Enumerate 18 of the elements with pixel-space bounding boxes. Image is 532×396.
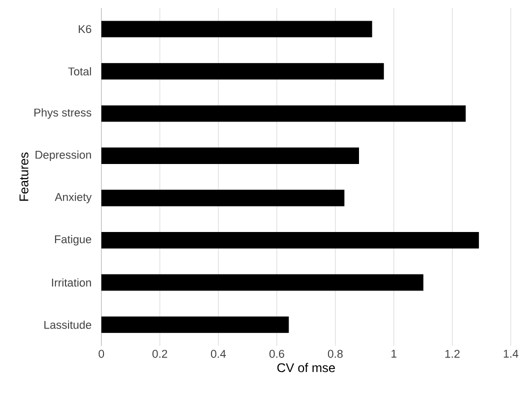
- x-tick-label: 0.2: [152, 350, 168, 358]
- y-axis-title: Features: [20, 152, 28, 201]
- y-tick-label: K6: [78, 25, 92, 33]
- x-axis-title: CV of mse: [277, 362, 335, 372]
- x-tick-label: 1.2: [445, 350, 460, 358]
- x-tick-label: 0.6: [269, 350, 284, 358]
- x-tick-label: 0: [98, 350, 104, 358]
- y-tick-label: Depression: [36, 150, 91, 161]
- x-tick-label: 0.4: [210, 350, 226, 358]
- x-tick-label: 1.4: [504, 350, 518, 358]
- y-tick-label: Fatigue: [55, 234, 92, 246]
- x-tick-label: 1: [392, 350, 396, 358]
- y-tick-label: Phys stress: [34, 108, 92, 119]
- y-tick-label: Total: [68, 67, 91, 76]
- y-tick-label: Lassitude: [44, 320, 92, 329]
- y-tick-label: Anxiety: [54, 192, 92, 204]
- x-tick-label: 0.8: [328, 350, 343, 358]
- y-tick-label: Irritation: [52, 278, 91, 287]
